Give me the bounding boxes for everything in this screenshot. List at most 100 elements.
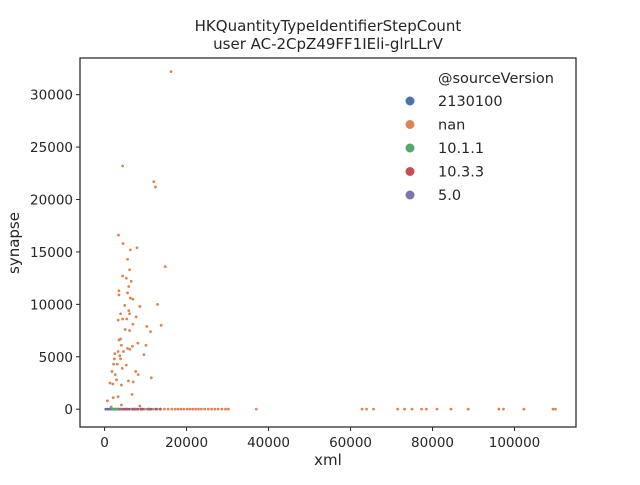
data-point — [466, 407, 470, 411]
data-point — [113, 373, 117, 376]
data-point — [420, 407, 423, 411]
data-point — [121, 317, 125, 321]
legend-items: 2130100 nan 10.1.1 10.3.3 5.0 — [405, 94, 503, 204]
data-point — [170, 407, 174, 411]
x-tick-label: 60000 — [329, 435, 372, 451]
data-point — [185, 407, 189, 411]
x-tick-label: 0 — [100, 435, 109, 451]
data-point — [403, 407, 407, 411]
series-5-0 — [109, 407, 150, 411]
data-point — [213, 407, 217, 411]
data-point — [159, 323, 163, 327]
data-point — [410, 407, 414, 411]
y-tick-label: 5000 — [39, 350, 73, 366]
data-point — [121, 242, 125, 245]
data-point — [134, 315, 138, 319]
y-tick-label: 20000 — [30, 193, 73, 209]
data-point — [179, 407, 183, 411]
data-point — [111, 382, 115, 386]
data-point — [125, 317, 129, 321]
data-point — [117, 293, 121, 297]
data-point — [149, 407, 153, 411]
data-point — [127, 285, 131, 288]
legend-title: @sourceVersion — [438, 71, 554, 87]
data-point — [138, 404, 142, 408]
data-point — [522, 407, 526, 411]
data-point — [396, 407, 400, 411]
data-point — [106, 407, 109, 411]
data-point — [120, 366, 124, 370]
data-point — [123, 304, 127, 307]
data-point — [141, 407, 145, 411]
data-point — [424, 407, 428, 411]
data-point — [127, 407, 131, 411]
data-point — [372, 407, 375, 411]
data-point — [124, 276, 128, 280]
data-point — [109, 407, 113, 411]
data-points — [104, 70, 557, 411]
data-point — [117, 289, 121, 293]
data-point — [163, 407, 166, 411]
data-point — [113, 352, 117, 356]
data-point — [176, 407, 180, 411]
chart-title-line-1: HKQuantityTypeIdentifierStepCount — [195, 17, 462, 35]
data-point — [360, 407, 364, 411]
data-point — [188, 407, 192, 411]
data-point — [128, 329, 132, 332]
series-10-1-1 — [111, 407, 120, 411]
data-point — [112, 362, 116, 366]
data-point — [497, 407, 501, 411]
data-point — [127, 309, 131, 313]
legend-label: nan — [438, 118, 465, 134]
data-point — [113, 357, 116, 361]
data-point — [131, 344, 134, 348]
data-point — [502, 407, 505, 411]
data-point — [144, 343, 148, 347]
chart-title-line-2: user AC-2CpZ49FF1IEli-glrLLrV — [213, 35, 443, 53]
data-point — [136, 407, 140, 411]
data-point — [197, 407, 200, 411]
data-point — [131, 407, 135, 411]
legend-label: 10.1.1 — [438, 141, 484, 157]
data-point — [191, 407, 195, 411]
data-point — [226, 407, 230, 411]
data-point — [199, 407, 203, 411]
data-point — [216, 407, 220, 411]
data-point — [145, 324, 149, 328]
data-point — [554, 407, 557, 411]
data-point — [135, 246, 139, 250]
data-point — [158, 407, 162, 411]
data-point — [131, 297, 135, 301]
data-point — [210, 407, 213, 411]
legend-label: 5.0 — [438, 188, 461, 204]
y-axis-label: synapse — [5, 212, 23, 274]
data-point — [119, 312, 122, 316]
legend: @sourceVersion 2130100 nan 10.1.1 10.3.3 5.0 — [405, 71, 554, 204]
legend-marker — [405, 190, 415, 200]
data-point — [130, 393, 134, 396]
data-point — [120, 383, 123, 387]
data-point — [194, 407, 198, 411]
data-point — [254, 407, 258, 411]
data-point — [126, 346, 129, 350]
legend-label: 10.3.3 — [438, 165, 484, 181]
y-tick-label: 0 — [64, 402, 73, 418]
y-tick-label: 10000 — [30, 297, 73, 313]
data-point — [449, 407, 453, 411]
data-point — [154, 407, 158, 411]
data-point — [129, 296, 132, 300]
data-point — [435, 407, 439, 411]
data-point — [116, 318, 120, 322]
data-point — [133, 407, 137, 411]
legend-marker — [405, 96, 415, 106]
data-point — [156, 302, 159, 306]
data-point — [121, 274, 125, 278]
data-point — [126, 291, 129, 295]
legend-marker — [405, 120, 415, 129]
series-nan — [106, 70, 557, 411]
data-point — [152, 180, 156, 184]
x-tick-label: 40000 — [247, 435, 290, 451]
data-point — [129, 248, 132, 252]
data-point — [143, 407, 147, 411]
